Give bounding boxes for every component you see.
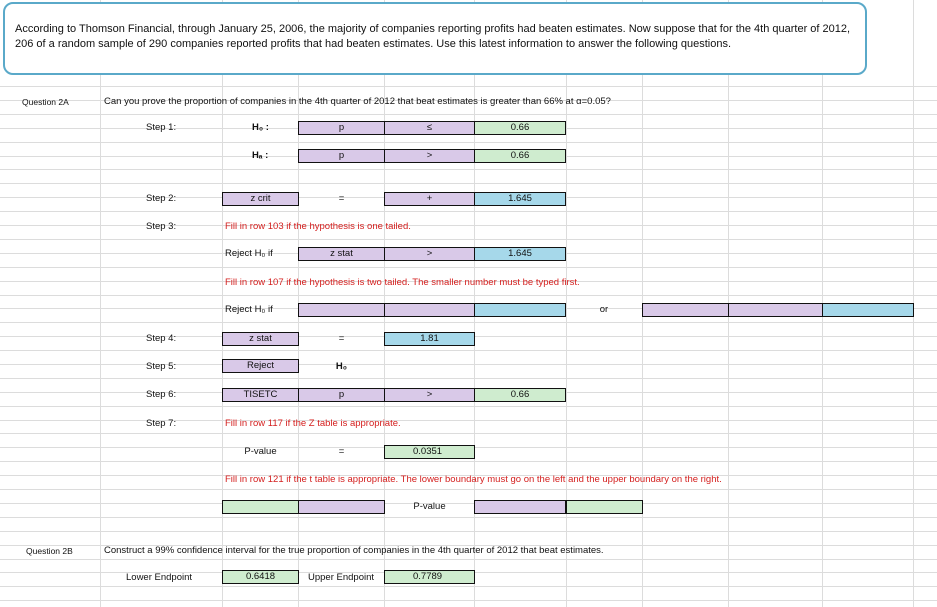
grid-hline (0, 183, 937, 184)
conclusion-parameter-cell[interactable]: p (298, 388, 385, 402)
lower-endpoint-cell[interactable]: 0.6418 (222, 570, 299, 584)
null-hypothesis-label: H₀ : (252, 122, 269, 133)
grid-hline (0, 350, 937, 351)
grid-hline (0, 433, 937, 434)
grid-hline (0, 545, 937, 546)
two-tailed-stat-cell[interactable] (298, 303, 385, 317)
z-crit-sign-cell[interactable]: + (384, 192, 475, 206)
pvalue-lower-sign-cell[interactable] (298, 500, 385, 514)
grid-hline (0, 267, 937, 268)
two-tailed-stat-cell-2[interactable] (642, 303, 729, 317)
grid-hline (0, 364, 937, 365)
grid-hline (0, 100, 937, 101)
h0-parameter-cell[interactable]: p (298, 121, 385, 135)
step-5-label: Step 5: (146, 361, 177, 372)
grid-hline (0, 211, 937, 212)
problem-statement-text: According to Thomson Financial, through … (15, 23, 851, 50)
z-table-note: Fill in row 117 if the Z table is approp… (225, 418, 401, 429)
grid-hline (0, 517, 937, 518)
grid-hline (0, 586, 937, 587)
grid-vline (222, 0, 223, 607)
step-6-label: Step 6: (146, 389, 177, 400)
reject-if-label: Reject H₀ if (225, 248, 273, 259)
pvalue-upper-sign-cell[interactable] (474, 500, 566, 514)
two-tailed-note: Fill in row 107 if the hypothesis is two… (225, 277, 580, 288)
step-3-label: Step 3: (146, 221, 177, 232)
two-tailed-sign-cell-2[interactable] (728, 303, 823, 317)
alt-hypothesis-label: Hₐ : (252, 150, 269, 161)
z-crit-value-cell[interactable]: 1.645 (474, 192, 566, 206)
grid-hline (0, 295, 937, 296)
pvalue-label: P-value (244, 446, 277, 457)
or-label: or (599, 304, 609, 315)
grid-hline (0, 378, 937, 379)
grid-hline (0, 239, 937, 240)
pvalue-equals: = (338, 446, 345, 457)
problem-statement-box: According to Thomson Financial, through … (3, 2, 867, 75)
grid-hline (0, 281, 937, 282)
step-7-label: Step 7: (146, 418, 177, 429)
ha-sign-cell[interactable]: > (384, 149, 475, 163)
t-table-note: Fill in row 121 if the t table is approp… (225, 474, 722, 485)
two-tailed-sign-cell[interactable] (384, 303, 475, 317)
grid-hline (0, 86, 937, 87)
pvalue-cell[interactable]: 0.0351 (384, 445, 475, 459)
ha-value-cell[interactable]: 0.66 (474, 149, 566, 163)
question-2a-label: Question 2A (22, 97, 69, 107)
grid-hline (0, 420, 937, 421)
grid-hline (0, 600, 937, 601)
grid-hline (0, 559, 937, 560)
grid-vline (100, 0, 101, 607)
pvalue-label-2: P-value (413, 501, 446, 512)
reject-stat-cell[interactable]: z stat (298, 247, 385, 261)
grid-hline (0, 169, 937, 170)
two-tailed-lower-value-cell[interactable] (474, 303, 566, 317)
grid-hline (0, 489, 937, 490)
step-1-label: Step 1: (146, 122, 177, 133)
upper-endpoint-label: Upper Endpoint (308, 572, 375, 583)
reject-if-two-tailed-label: Reject H₀ if (225, 304, 273, 315)
step-2-label: Step 2: (146, 193, 177, 204)
h0-sign-cell[interactable]: ≤ (384, 121, 475, 135)
pvalue-upper-bound-cell[interactable] (566, 500, 643, 514)
z-stat-cell[interactable]: z stat (222, 332, 299, 346)
grid-hline (0, 142, 937, 143)
decision-cell[interactable]: Reject (222, 359, 299, 373)
ha-parameter-cell[interactable]: p (298, 149, 385, 163)
question-2b-label: Question 2B (26, 546, 73, 556)
reject-sign-cell[interactable]: > (384, 247, 475, 261)
z-crit-cell[interactable]: z crit (222, 192, 299, 206)
grid-hline (0, 322, 937, 323)
h0-value-cell[interactable]: 0.66 (474, 121, 566, 135)
question-2a-prompt: Can you prove the proportion of companie… (104, 96, 611, 107)
step-2-equals: = (338, 193, 345, 204)
one-tailed-note: Fill in row 103 if the hypothesis is one… (225, 221, 411, 232)
conclusion-value-cell[interactable]: 0.66 (474, 388, 566, 402)
pvalue-lower-bound-cell[interactable] (222, 500, 299, 514)
grid-hline (0, 225, 937, 226)
upper-endpoint-cell[interactable]: 0.7789 (384, 570, 475, 584)
grid-hline (0, 531, 937, 532)
lower-endpoint-label: Lower Endpoint (126, 572, 193, 583)
step-4-equals: = (338, 333, 345, 344)
two-tailed-upper-value-cell[interactable] (822, 303, 914, 317)
question-2b-prompt: Construct a 99% confidence interval for … (104, 545, 604, 556)
conclusion-sign-cell[interactable]: > (384, 388, 475, 402)
grid-hline (0, 406, 937, 407)
step-4-label: Step 4: (146, 333, 177, 344)
grid-vline (566, 0, 567, 607)
z-stat-value-cell[interactable]: 1.81 (384, 332, 475, 346)
conclusion-cell[interactable]: TISETC (222, 388, 299, 402)
grid-hline (0, 461, 937, 462)
grid-hline (0, 475, 937, 476)
decision-h0-label: H₀ (335, 361, 348, 372)
grid-hline (0, 503, 937, 504)
grid-hline (0, 114, 937, 115)
reject-value-cell[interactable]: 1.645 (474, 247, 566, 261)
